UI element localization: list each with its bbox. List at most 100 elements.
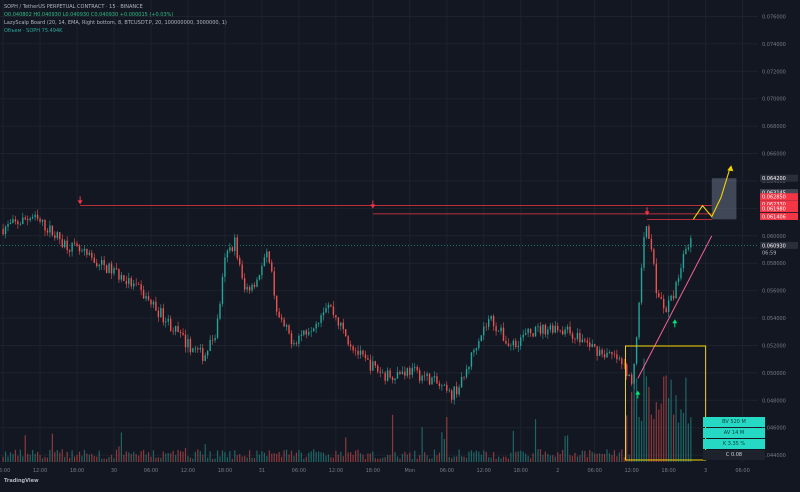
candle-body [157,310,160,317]
candle-body [453,386,455,400]
candle-body [680,268,682,279]
candle-body [305,330,307,335]
candle-body [362,350,364,355]
volume-bar [623,457,625,462]
symbol-line[interactable]: SOPH / TetherUS PERPETUAL CONTRACT · 15 … [4,4,143,10]
price-tag-label: 0.062850 [762,195,786,201]
candle-body [251,284,253,291]
candle-body [177,326,179,332]
volume-bar [559,454,561,462]
volume-bar [483,450,485,462]
candle-body [658,293,660,298]
candle-body [226,250,229,258]
candle-body [34,214,36,218]
volume-bar [244,455,246,462]
volume-bar [4,451,7,462]
volume-bar [295,452,298,462]
volume-bar [209,451,211,462]
volume-bar [182,451,184,462]
volume-bar [177,449,179,462]
candle-body [386,370,389,381]
price-tick-label: 0.074000 [762,42,786,48]
price-tick-label: 0.068000 [762,124,786,130]
candle-body [29,218,31,221]
volume-bar [515,451,517,462]
volume-bar [66,451,68,462]
candle-body [248,286,251,291]
volume-bar [475,450,477,462]
chart-legend: SOPH / TetherUS PERPETUAL CONTRACT · 15 … [4,3,227,35]
candle-body [108,263,110,273]
volume-bar [571,456,574,462]
volume-bar [236,455,238,462]
volume-bar [108,456,110,462]
volume-bar [130,454,132,462]
candle-body [655,263,658,294]
volume-bar [192,458,194,462]
volume-bar [22,456,24,462]
volume-bar [421,427,423,462]
volume-bar [248,450,251,462]
candle-body [105,265,108,273]
price-tag-label: 0.060930 [762,243,786,249]
time-tick-label: 06:00 [587,468,601,474]
tradingview-logo[interactable]: TradingView [4,478,39,484]
volume-bar [59,452,61,462]
candle-body [64,240,66,248]
volume-bar [88,454,90,462]
candle-body [219,303,221,319]
candle-body [372,361,374,371]
candle-body [340,322,342,326]
candle-body [123,275,125,282]
time-tick-label: 06:00 [735,468,749,474]
candle-body [621,358,623,365]
candle-body [19,224,22,225]
volume-bar [374,458,376,462]
volume-bar [103,458,105,462]
candle-body [653,249,655,264]
candle-body [552,325,554,333]
candle-body [347,336,349,345]
volume-bar [12,453,14,462]
volume-line[interactable]: Объем · SOPH 75.494K [4,28,63,34]
volume-bar [404,451,406,462]
candle-body [389,370,391,378]
volume-bar [387,454,389,462]
candle-body [667,300,670,312]
candle-body [576,332,579,340]
volume-bar [621,449,623,462]
candle-body [633,363,635,384]
candle-body [660,297,662,299]
price-tag-label: 0.061406 [762,214,786,220]
volume-bar [64,456,66,462]
volume-bar [493,451,495,462]
volume-bar [207,457,209,462]
candle-body [172,330,174,332]
candle-body [451,390,453,400]
volume-bar [81,455,83,462]
volume-bar [359,453,362,462]
candle-body [520,337,522,346]
volume-bar [71,450,73,462]
sell-arrow-icon [644,211,650,216]
candle-body [574,338,576,340]
volume-bar [303,458,305,462]
candle-body [293,343,295,345]
volume-bar [389,455,391,462]
volume-bar [187,456,189,462]
indicator-line[interactable]: LazyScalp Board (20, 14, EMA, Right bott… [4,20,227,26]
candle-body [411,367,413,375]
volume-bar [263,452,265,462]
volume-bar [631,392,633,462]
volume-bar [56,450,58,462]
candle-body [616,354,618,360]
time-tick-label: 18:00 [366,468,380,474]
volume-bar [497,456,500,462]
projection-arrowhead [727,165,734,172]
volume-bar [495,458,497,462]
candle-body [221,276,224,304]
volume-bar [308,452,310,462]
volume-bar [443,439,445,462]
